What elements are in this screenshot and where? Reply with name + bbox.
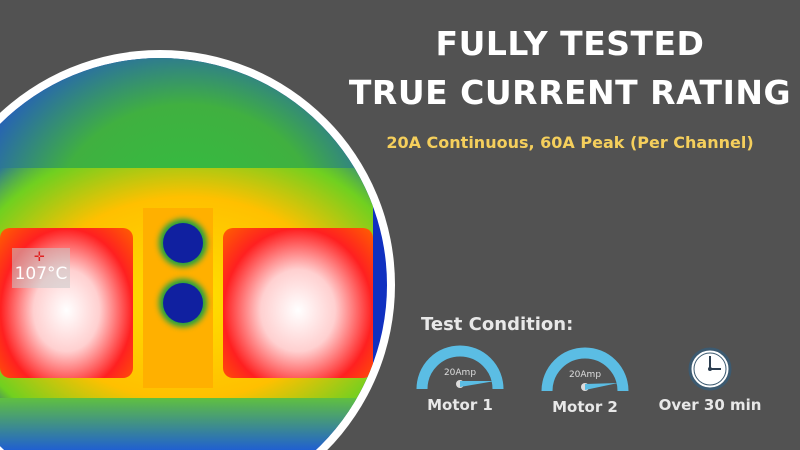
thermal-hole-2: [163, 283, 203, 323]
heading-line-2: TRUE CURRENT RATING: [348, 73, 792, 112]
heading-line-1: FULLY TESTED: [435, 24, 705, 63]
subheading: 20A Continuous, 60A Peak (Per Channel): [386, 133, 754, 152]
gauge-value: 20Amp: [444, 368, 476, 378]
motor-2-label: Motor 2: [552, 398, 618, 416]
duration-label: Over 30 min: [658, 396, 762, 414]
thermal-bottom: [0, 398, 387, 450]
clock-icon: [688, 347, 732, 391]
thermal-hot-right: [223, 228, 373, 378]
temperature-readout: 107°C: [12, 248, 70, 288]
gauge-icon: 20Amp: [416, 345, 504, 390]
gauge-value: 20Amp: [569, 370, 601, 380]
test-condition-title: Test Condition:: [421, 314, 574, 335]
motor-1-label: Motor 1: [427, 396, 493, 414]
thermal-hole-1: [163, 223, 203, 263]
crosshair-icon: ✛: [34, 250, 45, 265]
gauge-icon: 20Amp: [541, 347, 629, 392]
